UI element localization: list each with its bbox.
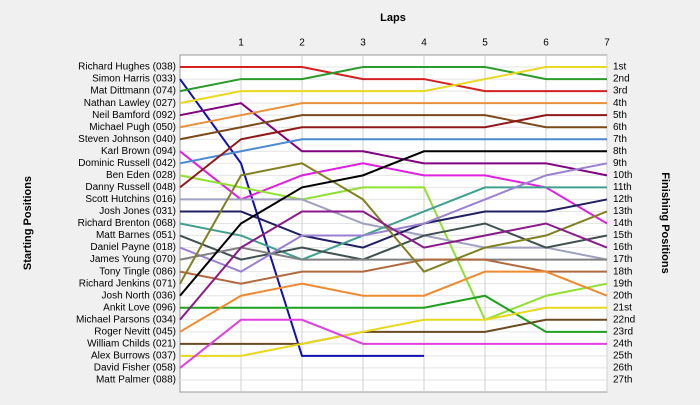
series-line xyxy=(179,66,607,93)
y2-axis-label: Finishing Positions xyxy=(659,172,671,273)
y-tick-label: Ben Eden (028) xyxy=(106,170,176,181)
x-tick-label: 7 xyxy=(604,38,610,49)
series-line xyxy=(179,78,424,357)
y-tick-label: Neil Bamford (092) xyxy=(92,110,176,121)
y-tick-label: Roger Nevitt (045) xyxy=(94,326,176,337)
y2-tick-label: 2nd xyxy=(613,74,630,85)
y-tick-label: Richard Brenton (068) xyxy=(78,218,176,229)
series-line xyxy=(180,306,607,357)
y-tick-label: Mat Dittmann (074) xyxy=(90,86,176,97)
series-line xyxy=(179,66,607,105)
x-tick-label: 1 xyxy=(238,38,244,49)
y-tick-label: David Fisher (058) xyxy=(94,363,176,374)
y-tick-label: Steven Johnson (040) xyxy=(78,134,176,145)
y-tick-label: Josh North (036) xyxy=(102,290,176,301)
y-axis-label: Starting Positions xyxy=(22,176,34,270)
x-tick-label: 5 xyxy=(482,38,488,49)
y2-tick-label: 22nd xyxy=(613,314,635,325)
y2-tick-label: 16th xyxy=(613,242,632,253)
y2-tick-label: 14th xyxy=(613,218,632,229)
x-tick-label: 2 xyxy=(299,38,305,49)
series-line xyxy=(179,150,608,225)
y-tick-label: Matt Palmer (088) xyxy=(96,375,176,386)
y2-tick-label: 5th xyxy=(613,110,627,121)
y2-tick-label: 13th xyxy=(613,206,632,217)
series-line xyxy=(179,162,608,285)
y2-tick-label: 18th xyxy=(613,266,632,277)
series-line xyxy=(180,318,607,345)
y2-tick-label: 19th xyxy=(613,278,632,289)
y2-tick-label: 21st xyxy=(613,302,632,313)
series-line xyxy=(179,174,608,322)
y-tick-label: Ankit Love (096) xyxy=(103,302,176,313)
y2-tick-label: 6th xyxy=(613,122,627,133)
series-line xyxy=(179,210,608,321)
y-tick-label: Danny Russell (048) xyxy=(85,182,176,193)
y-tick-label: Richard Hughes (038) xyxy=(78,62,176,73)
series-line xyxy=(179,138,607,165)
y2-tick-label: 15th xyxy=(613,230,632,241)
chart-title: Laps xyxy=(380,12,406,24)
y-tick-label: Richard Jenkins (071) xyxy=(79,278,176,289)
y-tick-label: Simon Harris (033) xyxy=(92,74,176,85)
y-tick-label: Josh Jones (031) xyxy=(99,206,176,217)
y-tick-label: Alex Burrows (037) xyxy=(91,351,176,362)
y2-tick-label: 12th xyxy=(613,194,632,205)
series-line xyxy=(179,114,607,189)
x-tick-label: 4 xyxy=(421,38,427,49)
y2-tick-label: 24th xyxy=(613,338,632,349)
y-tick-label: Scott Hutchins (016) xyxy=(85,194,176,205)
y2-tick-label: 4th xyxy=(613,98,627,109)
y-tick-label: Nathan Lawley (027) xyxy=(84,98,176,109)
series-line xyxy=(179,318,607,369)
y-tick-label: Michael Pugh (050) xyxy=(89,122,176,133)
series-line xyxy=(179,258,607,285)
y2-tick-label: 10th xyxy=(613,170,632,181)
series-line xyxy=(179,270,608,333)
y2-tick-label: 27th xyxy=(613,375,632,386)
series-line xyxy=(179,222,608,261)
y2-tick-label: 3rd xyxy=(613,86,627,97)
series-line xyxy=(179,186,607,261)
y2-tick-label: 1st xyxy=(613,62,627,73)
y2-tick-label: 23rd xyxy=(613,326,633,337)
x-tick-label: 6 xyxy=(543,38,549,49)
y-tick-label: Dominic Russell (042) xyxy=(78,158,176,169)
y-tick-label: Karl Brown (094) xyxy=(101,146,176,157)
y2-tick-label: 17th xyxy=(613,254,632,265)
series-line xyxy=(179,114,607,141)
y2-tick-label: 11th xyxy=(613,182,632,193)
y2-tick-label: 8th xyxy=(613,146,627,157)
y2-tick-label: 9th xyxy=(613,158,627,169)
y-tick-label: Daniel Payne (018) xyxy=(90,242,176,253)
series-line xyxy=(179,102,608,177)
y2-tick-label: 20th xyxy=(613,290,632,301)
y-tick-label: Michael Parsons (034) xyxy=(76,314,176,325)
y2-tick-label: 25th xyxy=(613,351,632,362)
series-line xyxy=(179,150,607,297)
series-line xyxy=(179,102,607,129)
y-tick-label: William Childs (021) xyxy=(87,338,176,349)
series-line xyxy=(179,246,607,261)
y-tick-label: Matt Barnes (051) xyxy=(96,230,176,241)
x-tick-label: 3 xyxy=(360,38,366,49)
series-line xyxy=(180,294,607,333)
series-line xyxy=(180,66,607,93)
y2-tick-label: 7th xyxy=(613,134,627,145)
y-tick-label: Tony Tingle (086) xyxy=(99,266,176,277)
y-tick-label: James Young (070) xyxy=(90,254,176,265)
y2-tick-label: 26th xyxy=(613,363,632,374)
